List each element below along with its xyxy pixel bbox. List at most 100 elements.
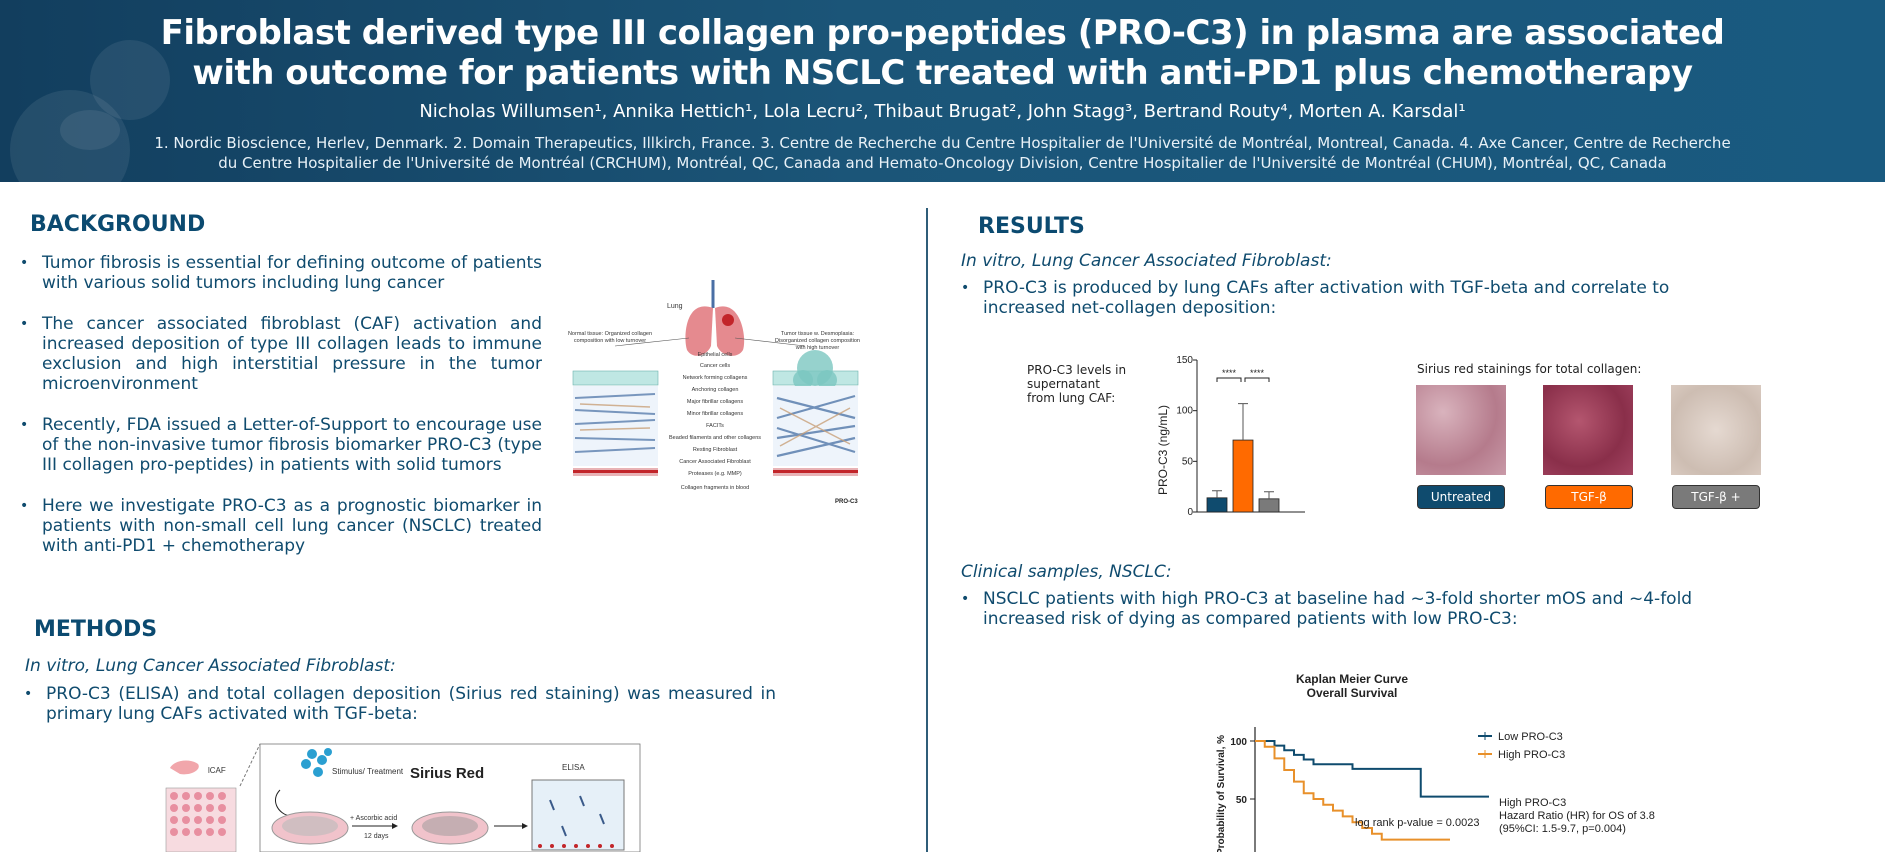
background-bullet-4: • Here we investigate PRO-C3 as a prognos…	[20, 496, 542, 556]
km-ytick: 50	[1236, 795, 1248, 806]
bullet-text: Here we investigate PRO-C3 as a prognost…	[42, 496, 542, 556]
figure-label: Network forming collagens	[683, 375, 748, 381]
km-title-line-1: Kaplan Meier Curve	[1296, 672, 1408, 686]
tgfb-alk5i-label-box: TGF-β + ALK5i	[1672, 485, 1760, 526]
figure-label: Resting Fibroblast	[693, 447, 738, 453]
significance-bracket	[1244, 377, 1270, 382]
bullet-text: Recently, FDA issued a Letter-of-Support…	[42, 415, 542, 475]
tgfb-label-box: TGF-β	[1545, 485, 1633, 509]
km-series-high	[1255, 740, 1450, 841]
methods-subtitle: In vitro, Lung Cancer Associated Fibrobl…	[25, 656, 396, 676]
figure-label: Anchoring collagen	[692, 387, 739, 393]
sirius-stain-tgfb	[1543, 385, 1633, 475]
error-bar-0	[1212, 490, 1222, 498]
background-bullet-3: • Recently, FDA issued a Letter-of-Suppor…	[20, 415, 542, 475]
bullet-text: PRO-C3 (ELISA) and total collagen deposi…	[46, 684, 776, 724]
significance-label: ****	[1222, 368, 1237, 378]
significance-bracket	[1216, 377, 1242, 382]
background-heading: BACKGROUND	[30, 212, 206, 237]
sirius-stain-tgfb-alk5i	[1671, 385, 1761, 475]
sirius-caption: Sirius red stainings for total collagen:	[1417, 362, 1642, 376]
sirius-red-label: Sirius Red	[410, 765, 484, 782]
days-label: 12 days	[364, 833, 389, 840]
figure-label: Epithelial cells	[698, 352, 733, 358]
legend-low-label: Low PRO-C3	[1498, 731, 1563, 743]
bullet-text: PRO-C3 is produced by lung CAFs after ac…	[983, 278, 1670, 318]
figure-label: Collagen fragments in blood	[681, 485, 750, 491]
bullet-dot: •	[961, 280, 970, 296]
figure-label: Major fibrillar collagens	[687, 399, 743, 405]
decorative-blob	[10, 90, 130, 182]
poster-header: Fibroblast derived type III collagen pro…	[0, 0, 1885, 182]
tumor-dot	[722, 314, 734, 326]
bullet-dot: •	[20, 417, 29, 433]
background-bullet-2: • The cancer associated fibroblast (CAF) …	[20, 314, 542, 394]
figure-label: FACITs	[706, 423, 724, 429]
km-ylabel: Probability of Survival, %	[1216, 735, 1227, 852]
bullet-text: Tumor fibrosis is essential for defining…	[42, 253, 542, 293]
km-ytick: 100	[1230, 737, 1247, 748]
bar-2	[1258, 498, 1280, 513]
hr-line-3: (95%CI: 1.5-9.7, p=0.004)	[1499, 823, 1626, 835]
tissue-collagen-illustration: Lung Normal tissue: Organized collagen c…	[567, 280, 860, 505]
bar-chart-caption: PRO-C3 levels in supernatant from lung C…	[1027, 363, 1127, 405]
decorative-blob	[90, 40, 170, 120]
normal-tissue-caption: Normal tissue: Organized collagen compos…	[567, 331, 653, 344]
poster-title-line-1: Fibroblast derived type III collagen pro…	[160, 13, 1725, 53]
workflow-box	[259, 743, 641, 852]
bullet-dot: •	[20, 316, 29, 332]
results-bullet-2: • NSCLC patients with high PRO-C3 at base…	[961, 589, 1703, 629]
bar-0	[1206, 497, 1228, 513]
km-title-line-2: Overall Survival	[1307, 686, 1398, 700]
tumor-tissue-caption: Tumor tissue w. Desmoplasia: Disorganize…	[775, 331, 860, 351]
hr-line-2: Hazard Ratio (HR) for OS of 3.8	[1499, 810, 1655, 822]
bullet-dot: •	[20, 255, 29, 271]
results-bullet-1: • PRO-C3 is produced by lung CAFs after a…	[961, 278, 1703, 318]
sirius-stain-untreated	[1416, 385, 1506, 475]
elisa-label: ELISA	[562, 763, 585, 772]
results-subtitle-in-vitro: In vitro, Lung Cancer Associated Fibrobl…	[961, 251, 1332, 271]
affiliations-line-2: du Centre Hospitalier de l'Université de…	[218, 154, 1667, 172]
lung-label: Lung	[667, 303, 683, 310]
bar-chart-ytick: 150	[1176, 355, 1193, 366]
column-divider	[926, 208, 928, 852]
figure-label: Proteases (e.g. MMP)	[688, 471, 742, 477]
methods-heading: METHODS	[34, 617, 158, 642]
background-bullet-1: • Tumor fibrosis is essential for definin…	[20, 253, 542, 293]
proc3-label: PRO-C3	[835, 499, 858, 505]
error-bar-1	[1238, 403, 1248, 441]
proc3-bar-chart: PRO-C3 (ng/mL) 0 50 100 150 **** ****	[1156, 355, 1305, 518]
bullet-text: NSCLC patients with high PRO-C3 at basel…	[983, 589, 1693, 629]
figure-label: Cancer Associated Fibroblast	[679, 459, 751, 465]
legend-high-label: High PRO-C3	[1498, 749, 1565, 761]
bar-chart-ytick: 100	[1176, 406, 1193, 417]
significance-label: ****	[1250, 368, 1265, 378]
results-heading: RESULTS	[978, 214, 1085, 239]
authors: Nicholas Willumsen¹, Annika Hettich¹, Lo…	[419, 101, 1466, 122]
figure-label: Minor fibrillar collagens	[687, 411, 743, 417]
decorative-blob	[60, 110, 120, 150]
stimulus-label: Stimulus/ Treatment	[332, 767, 404, 776]
bullet-dot: •	[961, 591, 970, 607]
bar-1	[1232, 439, 1254, 513]
ascorbic-label: + Ascorbic acid	[350, 815, 397, 822]
affiliations-line-1: 1. Nordic Bioscience, Herlev, Denmark. 2…	[154, 134, 1731, 152]
methods-bullet: • PRO-C3 (ELISA) and total collagen depos…	[24, 684, 776, 724]
cell-shape	[170, 760, 199, 775]
bullet-text: The cancer associated fibroblast (CAF) a…	[42, 314, 542, 394]
figure-label: Beaded filaments and other collagens	[669, 435, 761, 441]
kaplan-meier-chart: Kaplan Meier Curve Overall Survival Prob…	[1216, 672, 1655, 852]
methods-workflow-illustration: lCAF Stimulus/ Treatment + Ascorbic acid…	[165, 743, 641, 852]
untreated-label-box: Untreated	[1417, 485, 1505, 509]
km-pvalue: log rank p-value = 0.0023	[1355, 817, 1479, 829]
error-bar-2	[1264, 491, 1274, 499]
results-subtitle-clinical: Clinical samples, NSCLC:	[961, 562, 1172, 582]
lcaf-label: lCAF	[208, 766, 226, 775]
bullet-dot: •	[24, 686, 33, 702]
bar-chart-ytick: 50	[1182, 456, 1194, 467]
km-series-low	[1255, 740, 1489, 798]
right-lung	[715, 306, 745, 356]
bullet-dot: •	[20, 498, 29, 514]
elisa-well	[531, 779, 625, 851]
left-lung	[685, 306, 713, 356]
